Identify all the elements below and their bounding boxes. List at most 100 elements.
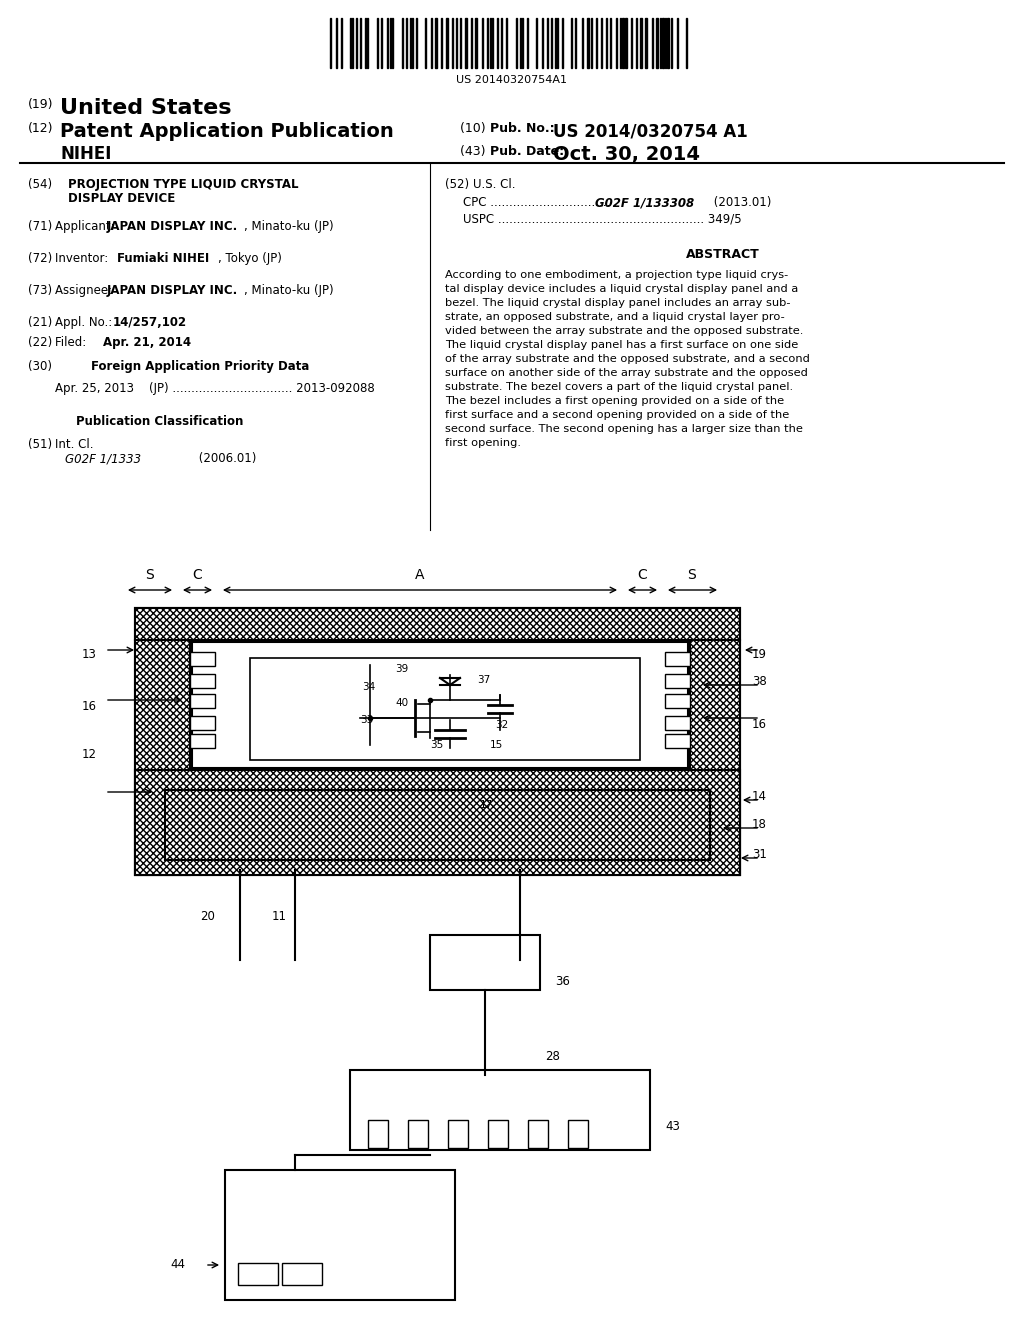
Bar bbox=[475, 18, 477, 69]
Text: 36: 36 bbox=[555, 975, 570, 987]
Bar bbox=[225, 1170, 455, 1300]
Text: Oct. 30, 2014: Oct. 30, 2014 bbox=[553, 145, 700, 164]
Text: 31: 31 bbox=[752, 847, 767, 861]
Text: United States: United States bbox=[60, 98, 231, 117]
Bar bbox=[568, 1119, 588, 1148]
Text: Fumiaki NIHEI: Fumiaki NIHEI bbox=[117, 252, 209, 265]
Text: 39: 39 bbox=[395, 664, 409, 675]
Bar bbox=[645, 18, 647, 69]
Text: US 2014/0320754 A1: US 2014/0320754 A1 bbox=[553, 121, 748, 140]
Bar bbox=[587, 18, 589, 69]
Text: 15: 15 bbox=[490, 741, 503, 750]
Bar bbox=[435, 18, 437, 69]
Text: 14: 14 bbox=[752, 789, 767, 803]
Text: 44: 44 bbox=[170, 1258, 185, 1271]
Text: (51): (51) bbox=[28, 438, 52, 451]
Text: 37: 37 bbox=[477, 675, 490, 685]
Text: 38: 38 bbox=[752, 675, 767, 688]
Text: According to one embodiment, a projection type liquid crys-
tal display device i: According to one embodiment, a projectio… bbox=[445, 271, 810, 447]
Text: (10): (10) bbox=[460, 121, 489, 135]
Text: Applicant:: Applicant: bbox=[55, 220, 119, 234]
Text: Pub. No.:: Pub. No.: bbox=[490, 121, 563, 135]
Text: JAPAN DISPLAY INC.: JAPAN DISPLAY INC. bbox=[106, 284, 239, 297]
Text: 35: 35 bbox=[430, 741, 443, 750]
Text: G02F 1/133308: G02F 1/133308 bbox=[595, 195, 694, 209]
Text: 11: 11 bbox=[272, 909, 287, 923]
Bar bbox=[662, 18, 664, 69]
Text: USPC ....................................................... 349/5: USPC ...................................… bbox=[463, 213, 741, 226]
Text: 16: 16 bbox=[82, 700, 97, 713]
Text: , Minato-ku (JP): , Minato-ku (JP) bbox=[244, 220, 334, 234]
Bar bbox=[640, 18, 642, 69]
Text: G02F 1/1333: G02F 1/1333 bbox=[65, 451, 141, 465]
Bar bbox=[625, 18, 627, 69]
Text: 17: 17 bbox=[480, 800, 494, 810]
Text: 40: 40 bbox=[395, 698, 409, 708]
Bar bbox=[190, 734, 215, 748]
Bar bbox=[368, 1119, 388, 1148]
Text: DISPLAY DEVICE: DISPLAY DEVICE bbox=[68, 191, 175, 205]
Bar bbox=[665, 715, 690, 730]
Bar bbox=[665, 675, 690, 688]
Bar bbox=[282, 1263, 322, 1284]
Text: (54): (54) bbox=[28, 178, 52, 191]
Text: Patent Application Publication: Patent Application Publication bbox=[60, 121, 394, 141]
Bar bbox=[190, 715, 215, 730]
Text: U.S. Cl.: U.S. Cl. bbox=[473, 178, 515, 191]
Text: 43: 43 bbox=[665, 1119, 680, 1133]
Bar bbox=[408, 1119, 428, 1148]
Text: 33: 33 bbox=[360, 715, 374, 725]
Bar bbox=[528, 1119, 548, 1148]
Text: A: A bbox=[416, 568, 425, 582]
Bar bbox=[190, 675, 215, 688]
Text: , Minato-ku (JP): , Minato-ku (JP) bbox=[244, 284, 334, 297]
Text: JAPAN DISPLAY INC.: JAPAN DISPLAY INC. bbox=[106, 220, 239, 234]
Bar bbox=[250, 657, 640, 760]
Bar bbox=[690, 640, 740, 875]
Bar bbox=[667, 18, 669, 69]
Text: 34: 34 bbox=[362, 682, 375, 692]
Bar bbox=[135, 770, 740, 875]
Text: (30): (30) bbox=[28, 360, 52, 374]
Text: NIHEI: NIHEI bbox=[60, 145, 112, 162]
Bar bbox=[135, 609, 740, 640]
Bar bbox=[465, 18, 467, 69]
Text: Apr. 21, 2014: Apr. 21, 2014 bbox=[103, 337, 191, 348]
Text: Pub. Date:: Pub. Date: bbox=[490, 145, 564, 158]
Text: (12): (12) bbox=[28, 121, 53, 135]
Bar bbox=[622, 18, 624, 69]
Text: 16: 16 bbox=[752, 718, 767, 731]
Text: (72): (72) bbox=[28, 252, 52, 265]
Text: Int. Cl.: Int. Cl. bbox=[55, 438, 93, 451]
Bar bbox=[190, 694, 215, 708]
Bar bbox=[135, 640, 190, 875]
Text: Publication Classification: Publication Classification bbox=[77, 414, 244, 428]
Text: 14/257,102: 14/257,102 bbox=[113, 315, 187, 329]
Bar bbox=[488, 1119, 508, 1148]
Text: 12: 12 bbox=[82, 748, 97, 762]
Bar bbox=[135, 609, 740, 875]
Text: S: S bbox=[145, 568, 155, 582]
Text: ABSTRACT: ABSTRACT bbox=[686, 248, 760, 261]
Bar bbox=[430, 935, 540, 990]
Text: C: C bbox=[193, 568, 202, 582]
Bar bbox=[165, 789, 710, 861]
Bar bbox=[190, 652, 215, 667]
Bar bbox=[449, 1119, 468, 1148]
Bar bbox=[350, 1071, 650, 1150]
Text: (71): (71) bbox=[28, 220, 52, 234]
Text: Apr. 25, 2013    (JP) ................................ 2013-092088: Apr. 25, 2013 (JP) .....................… bbox=[55, 381, 375, 395]
Text: (43): (43) bbox=[460, 145, 489, 158]
Bar bbox=[190, 640, 690, 770]
Text: CPC ................................: CPC ................................ bbox=[463, 195, 614, 209]
Text: (21): (21) bbox=[28, 315, 52, 329]
Bar bbox=[193, 642, 688, 768]
Bar bbox=[238, 1263, 278, 1284]
Text: Assignee:: Assignee: bbox=[55, 284, 116, 297]
Text: 20: 20 bbox=[200, 909, 215, 923]
Text: S: S bbox=[688, 568, 696, 582]
Bar bbox=[656, 18, 658, 69]
Bar bbox=[446, 18, 449, 69]
Text: 13: 13 bbox=[82, 648, 97, 661]
Text: Appl. No.:: Appl. No.: bbox=[55, 315, 116, 329]
